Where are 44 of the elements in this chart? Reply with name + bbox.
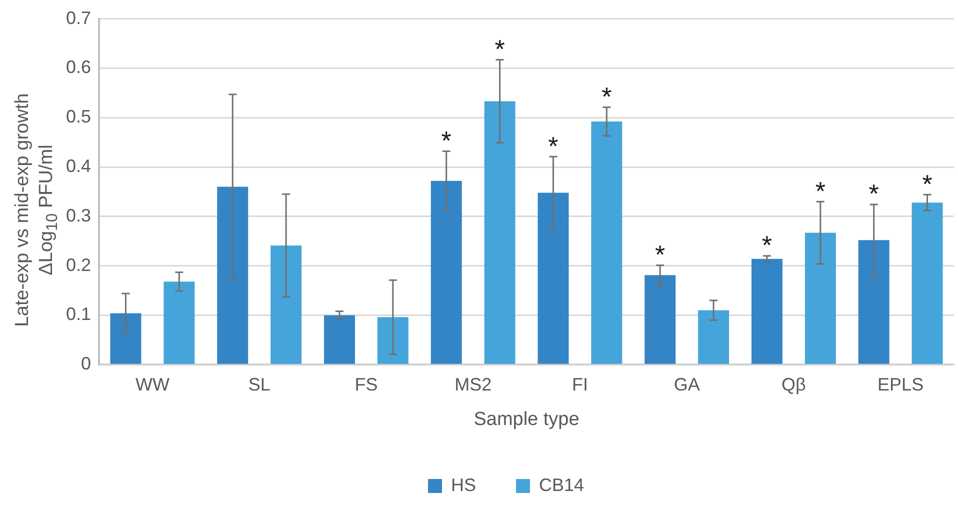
data-label: * [602, 81, 612, 112]
bar [538, 192, 569, 364]
x-tick-label: WW [135, 374, 170, 394]
bar [110, 313, 142, 364]
data-label: * [441, 125, 452, 156]
y-tick-label: 0.4 [66, 156, 92, 176]
y-tick-label: 0.3 [66, 205, 92, 226]
x-tick-label: FS [354, 374, 378, 394]
x-tick-label: FI [572, 374, 588, 394]
bar [270, 246, 302, 364]
y-tick-label: 0 [81, 354, 92, 374]
y-tick-label: 0.5 [66, 106, 92, 127]
legend-label: CB14 [538, 474, 584, 495]
x-axis-title: Sample type [474, 408, 580, 430]
bar [912, 202, 943, 364]
data-label: * [548, 130, 558, 161]
x-tick-label: MS2 [454, 374, 492, 394]
data-label: * [762, 230, 772, 260]
bar [164, 282, 195, 364]
data-label: * [494, 34, 505, 64]
bar [804, 232, 836, 364]
x-tick-label: Qβ [782, 374, 806, 394]
data-label: * [868, 178, 879, 209]
bar [217, 186, 248, 364]
bar [698, 310, 730, 364]
y-tick-label: 0.1 [66, 304, 92, 324]
data-label: * [922, 168, 932, 199]
bar [430, 180, 462, 364]
x-tick-label: EPLS [878, 374, 924, 394]
bar [858, 240, 890, 364]
bar [751, 258, 782, 364]
bar [591, 122, 622, 364]
bar [644, 275, 676, 364]
y-tick-label: 0.7 [66, 8, 92, 28]
bar [377, 317, 408, 364]
data-label: * [815, 176, 826, 206]
x-tick-label: SL [248, 374, 270, 394]
x-tick-label: GA [674, 374, 700, 394]
bar [324, 315, 355, 364]
data-label: * [655, 239, 666, 270]
legend-label: HS [450, 474, 476, 495]
y-tick-label: 0.6 [66, 57, 92, 78]
y-tick-label: 0.2 [66, 254, 92, 275]
bar [484, 101, 516, 364]
